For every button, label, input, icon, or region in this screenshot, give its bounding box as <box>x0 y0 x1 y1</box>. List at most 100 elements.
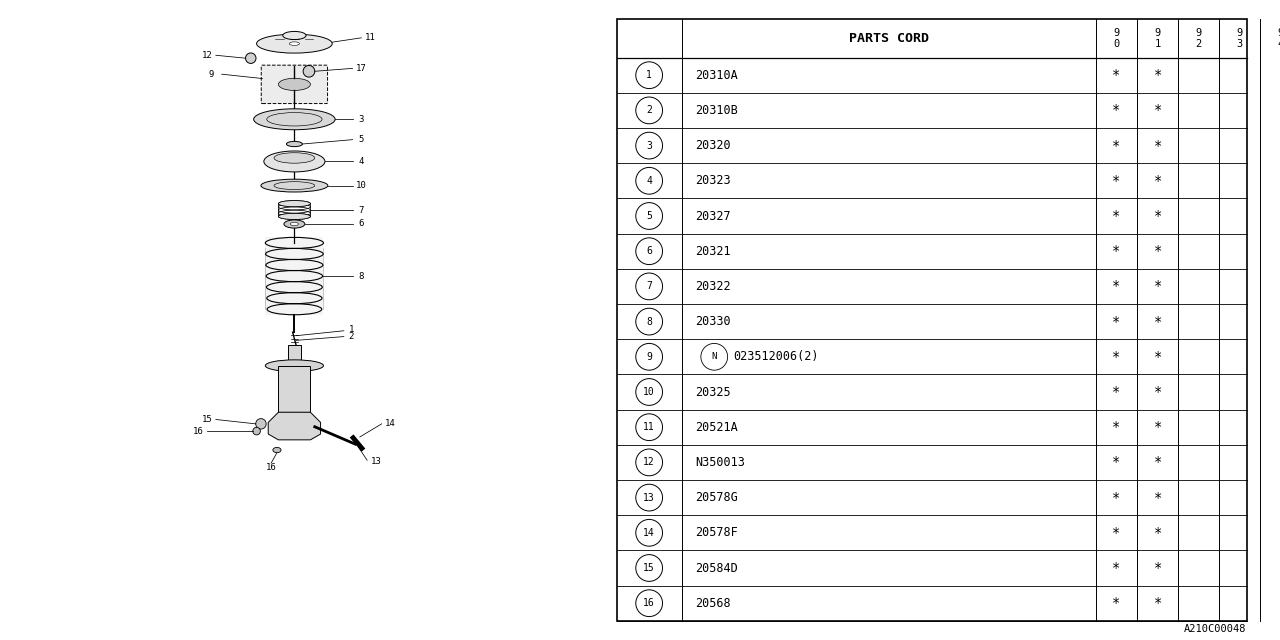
Text: 4: 4 <box>646 176 652 186</box>
Text: *: * <box>1112 561 1121 575</box>
Text: 3: 3 <box>358 115 364 124</box>
Text: 20320: 20320 <box>695 139 731 152</box>
Ellipse shape <box>636 273 663 300</box>
Text: *: * <box>1112 596 1121 610</box>
Ellipse shape <box>636 344 663 370</box>
Ellipse shape <box>701 344 727 370</box>
Ellipse shape <box>636 414 663 440</box>
Text: 4: 4 <box>358 157 364 166</box>
Text: N350013: N350013 <box>695 456 745 469</box>
Text: N: N <box>712 352 717 362</box>
Text: 9
1: 9 1 <box>1155 28 1161 49</box>
Ellipse shape <box>253 109 335 130</box>
Text: 20310B: 20310B <box>695 104 739 117</box>
Text: *: * <box>1153 526 1162 540</box>
Text: *: * <box>1153 456 1162 469</box>
Text: *: * <box>1153 104 1162 117</box>
Text: 20310A: 20310A <box>695 68 739 82</box>
Text: *: * <box>1153 68 1162 82</box>
Text: 14: 14 <box>385 419 396 428</box>
Text: 9: 9 <box>209 70 214 79</box>
Text: 15: 15 <box>202 415 212 424</box>
Text: 2: 2 <box>646 106 652 115</box>
Text: *: * <box>1112 385 1121 399</box>
Text: *: * <box>1112 491 1121 504</box>
Text: *: * <box>1153 280 1162 293</box>
Text: 7: 7 <box>646 282 652 291</box>
Ellipse shape <box>291 222 298 225</box>
Text: 8: 8 <box>358 271 364 280</box>
Text: 8: 8 <box>646 317 652 326</box>
Text: 1: 1 <box>348 325 353 334</box>
Ellipse shape <box>283 31 306 40</box>
Text: *: * <box>1112 104 1121 117</box>
Ellipse shape <box>287 141 302 147</box>
Ellipse shape <box>264 151 325 172</box>
Bar <box>279 365 311 412</box>
Text: 9
0: 9 0 <box>1114 28 1120 49</box>
Text: 14: 14 <box>644 528 655 538</box>
Text: 023512006(2): 023512006(2) <box>733 350 819 364</box>
Ellipse shape <box>279 200 310 207</box>
Text: 1: 1 <box>646 70 652 80</box>
Text: 16: 16 <box>193 427 204 436</box>
Text: *: * <box>1153 350 1162 364</box>
Text: 20578G: 20578G <box>695 491 739 504</box>
Text: *: * <box>1153 385 1162 399</box>
Text: 20321: 20321 <box>695 244 731 258</box>
Text: 20327: 20327 <box>695 209 731 223</box>
Text: 20330: 20330 <box>695 315 731 328</box>
Text: *: * <box>1153 596 1162 610</box>
Text: 16: 16 <box>644 598 655 608</box>
Text: *: * <box>1112 350 1121 364</box>
Text: *: * <box>1112 420 1121 434</box>
Ellipse shape <box>256 34 333 53</box>
Text: 9
2: 9 2 <box>1196 28 1202 49</box>
Text: 5: 5 <box>358 135 364 144</box>
Ellipse shape <box>636 62 663 88</box>
Text: *: * <box>1153 315 1162 328</box>
Ellipse shape <box>636 238 663 264</box>
Text: 20521A: 20521A <box>695 420 739 434</box>
Ellipse shape <box>636 308 663 335</box>
Ellipse shape <box>636 132 663 159</box>
Text: 15: 15 <box>644 563 655 573</box>
Ellipse shape <box>636 97 663 124</box>
Text: 3: 3 <box>646 141 652 150</box>
Text: *: * <box>1153 561 1162 575</box>
Text: 16: 16 <box>266 463 276 472</box>
Text: 12: 12 <box>644 458 655 467</box>
Text: *: * <box>1153 139 1162 152</box>
Text: *: * <box>1112 456 1121 469</box>
Text: 6: 6 <box>358 220 364 228</box>
Ellipse shape <box>289 42 300 45</box>
Text: *: * <box>1153 420 1162 434</box>
Ellipse shape <box>636 379 663 405</box>
Text: 20323: 20323 <box>695 174 731 188</box>
Text: 20584D: 20584D <box>695 561 739 575</box>
Bar <box>265 237 324 315</box>
Text: *: * <box>1153 174 1162 188</box>
Ellipse shape <box>279 78 310 90</box>
Text: 5: 5 <box>646 211 652 221</box>
Circle shape <box>303 65 315 77</box>
Ellipse shape <box>274 153 315 163</box>
Circle shape <box>253 428 260 435</box>
Text: 11: 11 <box>365 33 375 42</box>
Bar <box>288 346 301 365</box>
Ellipse shape <box>636 520 663 546</box>
Text: PARTS CORD: PARTS CORD <box>849 32 929 45</box>
Text: *: * <box>1112 244 1121 258</box>
Text: 20568: 20568 <box>695 596 731 610</box>
Text: 20322: 20322 <box>695 280 731 293</box>
Text: 17: 17 <box>356 64 366 73</box>
Text: *: * <box>1112 139 1121 152</box>
Text: 13: 13 <box>644 493 655 502</box>
Text: *: * <box>1112 315 1121 328</box>
Ellipse shape <box>636 203 663 229</box>
Ellipse shape <box>284 220 305 228</box>
Polygon shape <box>269 412 320 440</box>
Text: *: * <box>1112 68 1121 82</box>
Text: *: * <box>1112 209 1121 223</box>
Circle shape <box>246 53 256 63</box>
